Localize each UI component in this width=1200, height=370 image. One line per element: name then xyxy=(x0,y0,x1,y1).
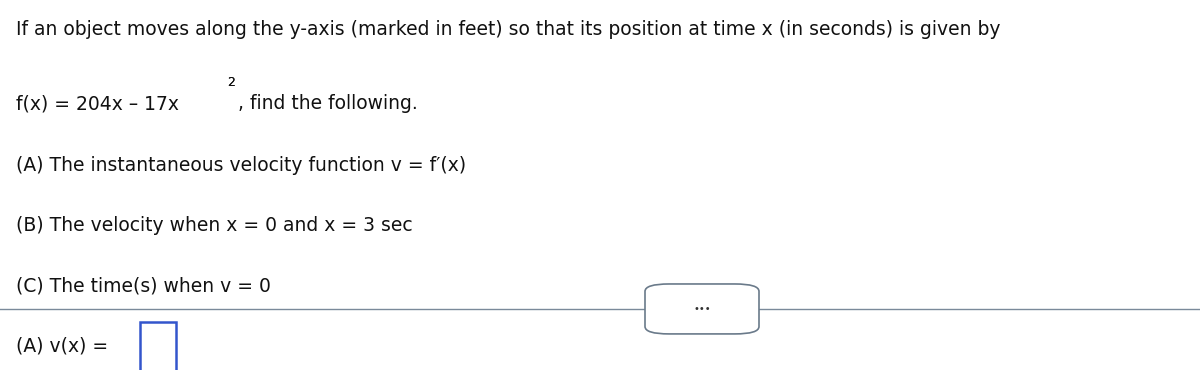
Text: (C) The time(s) when v = 0: (C) The time(s) when v = 0 xyxy=(16,277,270,296)
FancyBboxPatch shape xyxy=(139,322,175,370)
Text: (B) The velocity when x = 0 and x = 3 sec: (B) The velocity when x = 0 and x = 3 se… xyxy=(16,216,413,235)
Text: , find the following.: , find the following. xyxy=(238,94,418,113)
Text: f(x) = 204x – 17x: f(x) = 204x – 17x xyxy=(16,94,179,113)
Text: (A) The instantaneous velocity function v = f′(x): (A) The instantaneous velocity function … xyxy=(16,156,466,175)
FancyBboxPatch shape xyxy=(646,284,758,334)
Text: If an object moves along the y-axis (marked in feet) so that its position at tim: If an object moves along the y-axis (mar… xyxy=(16,20,1000,39)
Text: •••: ••• xyxy=(694,304,710,314)
Text: 2: 2 xyxy=(227,76,235,89)
Text: (A) v(x) =: (A) v(x) = xyxy=(16,337,108,356)
Text: 2: 2 xyxy=(227,76,235,89)
